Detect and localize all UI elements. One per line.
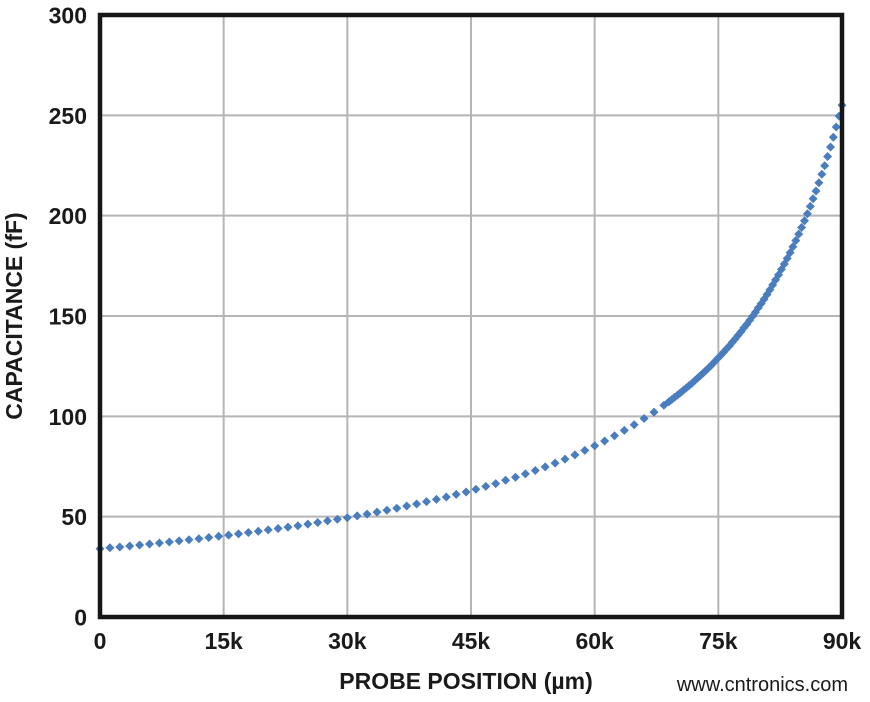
y-tick-label: 50 bbox=[61, 504, 87, 530]
y-tick-label: 200 bbox=[49, 203, 87, 229]
x-axis-title: PROBE POSITION (µm) bbox=[339, 668, 593, 694]
x-tick-label: 75k bbox=[699, 628, 738, 654]
y-tick-label: 0 bbox=[74, 605, 87, 631]
y-tick-label: 150 bbox=[49, 304, 87, 330]
x-tick-label: 60k bbox=[575, 628, 614, 654]
y-tick-label: 300 bbox=[49, 3, 87, 29]
x-tick-label: 15k bbox=[204, 628, 243, 654]
x-axis-tick-labels: 0 15k 30k 45k 60k 75k 90k bbox=[94, 628, 862, 654]
x-tick-label: 0 bbox=[94, 628, 107, 654]
y-tick-label: 250 bbox=[49, 103, 87, 129]
plot-border bbox=[97, 12, 845, 620]
x-tick-label: 90k bbox=[823, 628, 862, 654]
x-tick-label: 30k bbox=[328, 628, 367, 654]
watermark: www.cntronics.com bbox=[676, 674, 848, 696]
y-axis-tick-labels: 0 50 100 150 200 250 300 bbox=[49, 3, 87, 631]
gridlines bbox=[100, 15, 842, 617]
y-axis-title: CAPACITANCE (fF) bbox=[1, 212, 27, 419]
y-tick-label: 100 bbox=[49, 404, 87, 430]
x-tick-label: 45k bbox=[452, 628, 491, 654]
